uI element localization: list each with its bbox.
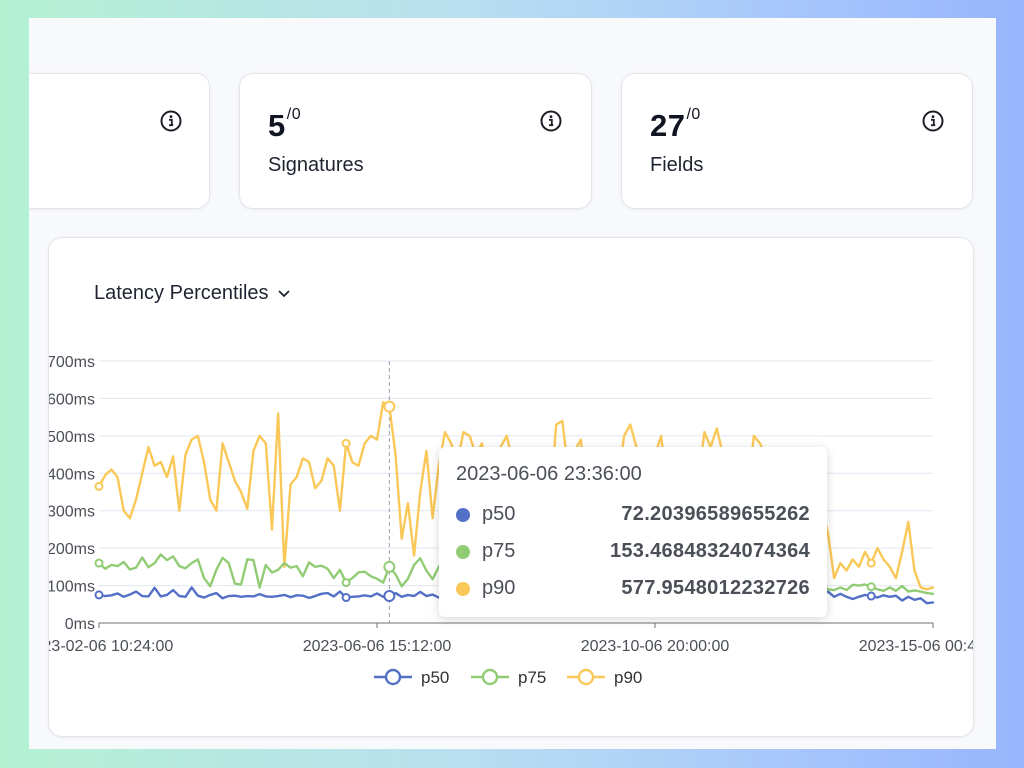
y-tick-label: 500ms (49, 429, 95, 446)
stat-label: Signatures (268, 154, 364, 176)
data-point-p50 (866, 591, 876, 601)
legend-label-p90: p90 (614, 668, 642, 687)
data-point-p50 (341, 593, 351, 603)
chart-selector-dropdown[interactable]: Latency Percentiles (94, 282, 291, 305)
x-tick-label: 2023-02-06 10:24:00 (49, 638, 173, 655)
dashboard-panel: 5/0 Signatures 27/0 Fields Latency Perce… (29, 18, 996, 749)
data-point-p50 (383, 590, 396, 603)
tooltip-marker-p90 (456, 582, 470, 596)
stat-value: 27/0 (650, 106, 701, 143)
tooltip-series-value: 577.9548012232726 (621, 577, 810, 599)
tooltip-timestamp: 2023-06-06 23:36:00 (456, 463, 642, 485)
data-point-p90 (866, 558, 876, 568)
tooltip-row-p75: p75 153.46848324074364 (456, 540, 810, 564)
tooltip-series-name: p90 (482, 577, 516, 599)
tooltip-series-value: 153.46848324074364 (609, 540, 810, 562)
legend-marker-p50 (384, 668, 402, 686)
tooltip-marker-p75 (456, 545, 470, 559)
tooltip-marker-p50 (456, 508, 470, 522)
y-tick-label: 700ms (49, 354, 95, 371)
data-point-p75 (383, 560, 396, 573)
chevron-down-icon (277, 289, 290, 297)
y-tick-label: 100ms (49, 579, 95, 596)
data-point-p90 (94, 481, 104, 491)
x-tick-label: 2023-15-06 00:48:00 (859, 638, 973, 655)
data-point-p90 (341, 438, 351, 448)
stat-value: 5/0 (268, 106, 302, 143)
stat-card-fields: 27/0 Fields (621, 73, 973, 209)
tooltip-row-p90: p90 577.9548012232726 (456, 577, 810, 601)
latency-chart-card: Latency Percentiles 0ms 100ms 200ms 300ms 40… (48, 237, 974, 737)
data-point-p75 (94, 558, 104, 568)
chart-tooltip: 2023-06-06 23:36:00 p50 72.2039658965526… (439, 447, 827, 617)
y-tick-label: 600ms (49, 391, 95, 408)
tooltip-series-value: 72.20396589655262 (621, 503, 810, 525)
tooltip-row-p50: p50 72.20396589655262 (456, 503, 810, 527)
y-tick-label: 300ms (49, 504, 95, 521)
legend-label-p75: p75 (518, 668, 546, 687)
chart-selector-label: Latency Percentiles (94, 282, 269, 304)
data-point-p50 (94, 590, 104, 600)
stat-card-partial (29, 73, 210, 209)
tooltip-series-name: p50 (482, 503, 516, 525)
data-point-p75 (341, 578, 351, 588)
x-tick-label: 2023-06-06 15:12:00 (303, 638, 452, 655)
x-tick-label: 2023-10-06 20:00:00 (581, 638, 730, 655)
y-tick-label: 400ms (49, 466, 95, 483)
data-point-p75 (866, 582, 876, 592)
info-icon[interactable] (540, 110, 562, 132)
stat-card-signatures: 5/0 Signatures (239, 73, 592, 209)
stat-label: Fields (650, 154, 704, 176)
legend-marker-p75 (481, 668, 499, 686)
legend-label-p50: p50 (421, 668, 449, 687)
data-point-p90 (383, 400, 396, 413)
legend-marker-p90 (577, 668, 595, 686)
y-tick-label: 200ms (49, 541, 95, 558)
info-icon[interactable] (160, 110, 182, 132)
y-tick-label: 0ms (65, 616, 95, 633)
tooltip-series-name: p75 (482, 540, 516, 562)
info-icon[interactable] (922, 110, 944, 132)
